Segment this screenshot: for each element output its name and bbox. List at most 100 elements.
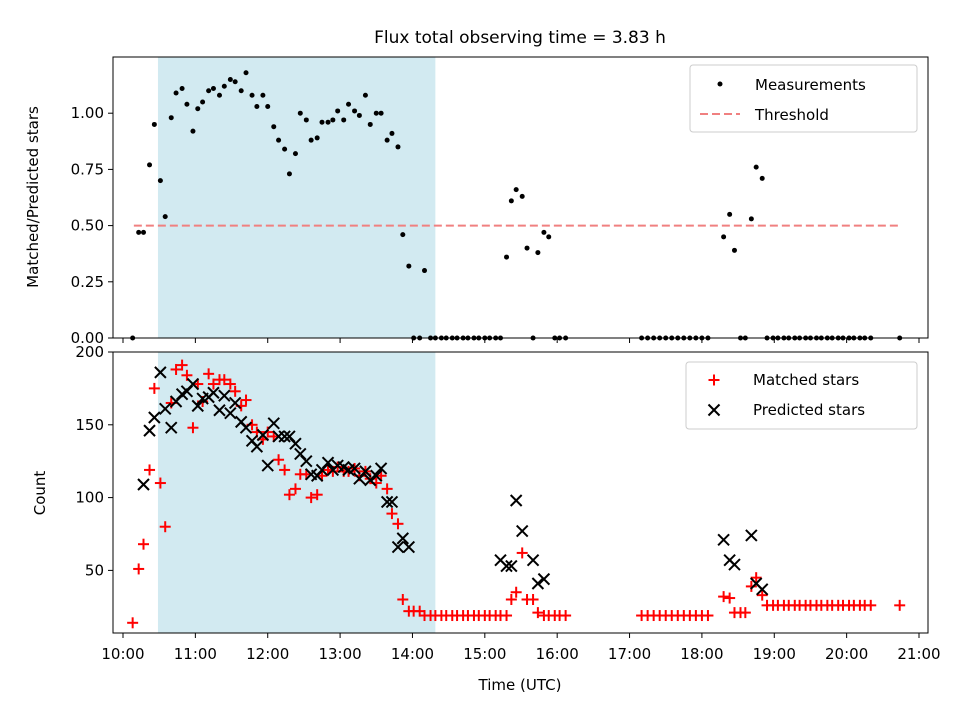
- predicted-star-point: [380, 495, 394, 509]
- predicted-star-point: [531, 577, 545, 590]
- bottom-y-axis-label: Count: [31, 471, 49, 516]
- matched-star-point: [176, 359, 188, 371]
- predicted-star-point: [143, 424, 156, 437]
- y-tick-label: 0.25: [71, 273, 104, 291]
- measurement-point: [286, 171, 292, 177]
- top-x-ticks: [122, 338, 920, 343]
- bottom-shaded-span: [157, 352, 436, 633]
- x-tick-label: 20:00: [825, 645, 868, 663]
- predicted-star-point: [728, 558, 741, 571]
- matched-star-point: [527, 594, 539, 606]
- y-tick-label: 200: [75, 343, 104, 361]
- measurement-point: [303, 117, 309, 123]
- measurement-point: [524, 245, 530, 251]
- measurement-point: [341, 117, 347, 123]
- top-y-ticks: 0.00 0.25 0.50 0.75 1.00: [71, 104, 113, 347]
- y-tick-label: 0.50: [71, 217, 104, 235]
- predicted-star-point: [159, 402, 172, 415]
- measurement-point: [232, 79, 238, 85]
- matched-star-point: [224, 378, 236, 390]
- x-tick-label: 15:00: [463, 645, 506, 663]
- predicted-star-point: [756, 583, 769, 596]
- measurement-point: [513, 187, 519, 193]
- measurement-point: [384, 137, 390, 143]
- matched-star-point: [560, 610, 572, 622]
- measurement-point: [297, 110, 303, 116]
- legend-matched-marker: [708, 374, 720, 386]
- x-tick-label: 12:00: [246, 645, 289, 663]
- measurement-point: [254, 103, 260, 109]
- bottom-panel: 50 100 150 200 10:00 11:00 12:00 13:00 14:00 15:…: [31, 343, 941, 694]
- top-legend: Measurements Threshold: [689, 64, 918, 133]
- measurement-point: [210, 85, 216, 91]
- predicted-star-point: [207, 386, 220, 399]
- matched-star-point: [381, 483, 393, 495]
- matched-star-point: [187, 422, 199, 434]
- measurement-point: [200, 99, 206, 105]
- matched-star-point: [397, 594, 409, 606]
- matched-star-point: [724, 592, 736, 604]
- measurement-point: [216, 92, 222, 98]
- matched-star-point: [148, 382, 160, 394]
- measurement-point: [508, 198, 514, 204]
- predicted-star-point: [505, 559, 518, 573]
- predicted-star-point: [289, 437, 302, 450]
- x-tick-label: 13:00: [318, 645, 361, 663]
- measurement-point: [243, 70, 249, 76]
- measurement-point: [260, 92, 266, 98]
- matched-star-point: [750, 572, 762, 584]
- matched-star-point: [170, 363, 182, 375]
- predicted-star-point: [261, 459, 274, 472]
- matched-star-point: [865, 599, 877, 611]
- bottom-axes-frame: [112, 351, 929, 634]
- matched-star-point: [501, 610, 513, 622]
- measurement-point: [221, 83, 227, 89]
- predicted-star-point: [391, 540, 405, 554]
- predicted-star-point: [256, 428, 270, 442]
- x-tick-label: 11:00: [174, 645, 217, 663]
- measurement-point: [282, 146, 288, 152]
- measurement-point: [535, 250, 541, 256]
- predicted-star-point: [300, 454, 313, 468]
- measurement-point: [162, 214, 168, 220]
- legend-predicted-label: Predicted stars: [753, 401, 865, 419]
- measurement-point: [362, 92, 368, 98]
- predicted-star-point: [509, 494, 523, 507]
- predicted-star-point: [364, 473, 377, 487]
- measurement-point: [249, 92, 255, 98]
- matched-star-point: [702, 610, 714, 622]
- x-tick-label: 10:00: [101, 645, 144, 663]
- top-panel: 0.00 0.25 0.50 0.75 1.00 Matched/Predicted s…: [24, 56, 929, 347]
- matched-star-point: [154, 477, 166, 489]
- x-tick-label: 18:00: [680, 645, 723, 663]
- predicted-star-point: [717, 533, 730, 547]
- matched-star-point: [127, 617, 139, 629]
- matched-star-point: [138, 538, 150, 550]
- y-tick-label: 100: [75, 489, 104, 507]
- chart-title: Flux total observing time = 3.83 h: [374, 28, 666, 48]
- legend-threshold-label: Threshold: [754, 106, 829, 124]
- predicted-star-point: [239, 421, 253, 434]
- predicted-star-point: [526, 553, 540, 567]
- measurement-point: [335, 108, 341, 114]
- measurement-point: [546, 234, 552, 240]
- predicted-star-point: [745, 529, 758, 542]
- measurement-point: [727, 211, 733, 217]
- predicted-star-point: [148, 411, 161, 424]
- measurement-point: [356, 112, 362, 118]
- matched-star-point: [386, 508, 398, 520]
- predicted-star-point: [250, 440, 264, 453]
- matched-star-point: [718, 591, 730, 603]
- measurement-point: [292, 151, 298, 157]
- bottom-legend: Matched stars Predicted stars: [685, 361, 918, 430]
- predicted-star-point: [154, 366, 167, 379]
- matched-star-point: [159, 521, 171, 533]
- matched-star-point: [203, 368, 215, 380]
- measurement-point: [759, 175, 765, 181]
- predicted-star-point: [385, 495, 399, 509]
- predicted-star-point: [374, 462, 388, 475]
- y-tick-label: 1.00: [71, 104, 104, 122]
- measurement-point: [748, 216, 754, 222]
- measurement-point: [541, 229, 547, 235]
- predicted-star-point: [218, 389, 231, 402]
